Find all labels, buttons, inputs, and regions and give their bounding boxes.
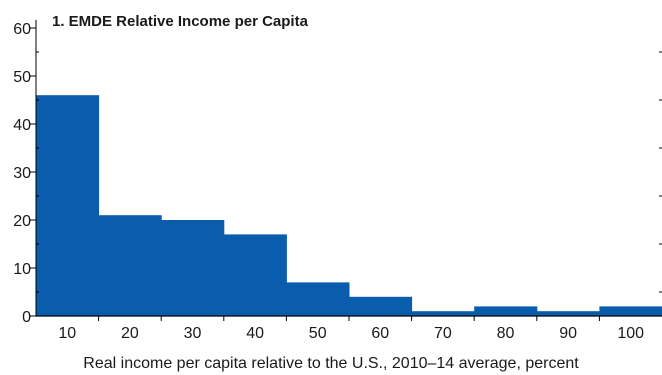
x-tick-labels: 10 20 30 40 50 60 70 80 90 100	[58, 325, 644, 342]
y-tick-labels: 0 10 20 30 40 50 60	[13, 21, 31, 326]
bar-20	[98, 215, 162, 316]
x-axis-title: Real income per capita relative to the U…	[83, 355, 579, 372]
y-tick-label: 60	[13, 21, 31, 38]
bar-80	[474, 306, 538, 316]
x-tick-label: 90	[559, 325, 577, 342]
x-tick-label: 10	[58, 325, 76, 342]
x-tick-label: 20	[121, 325, 139, 342]
x-tick-label: 70	[434, 325, 452, 342]
axes-group	[30, 20, 662, 321]
y-tick-label: 10	[13, 261, 31, 278]
y-tick-label: 0	[22, 309, 31, 326]
bar-70	[411, 311, 475, 316]
bar-40	[223, 234, 287, 316]
bars-group	[36, 95, 662, 316]
y-tick-label: 50	[13, 69, 31, 86]
x-tick-label: 30	[184, 325, 202, 342]
x-tick-label: 40	[246, 325, 264, 342]
bar-90	[536, 311, 600, 316]
x-tick-label: 100	[617, 325, 644, 342]
x-tick-label: 60	[371, 325, 389, 342]
x-tick-label: 50	[309, 325, 327, 342]
y-tick-label: 20	[13, 213, 31, 230]
bar-10	[36, 95, 100, 316]
chart-title: 1. EMDE Relative Income per Capita	[52, 13, 309, 30]
y-tick-label: 40	[13, 117, 31, 134]
bar-30	[161, 220, 225, 316]
bar-100	[599, 306, 662, 316]
bar-50	[286, 282, 350, 316]
x-tick-label: 80	[497, 325, 515, 342]
bar-60	[349, 296, 413, 316]
y-tick-label: 30	[13, 165, 31, 182]
